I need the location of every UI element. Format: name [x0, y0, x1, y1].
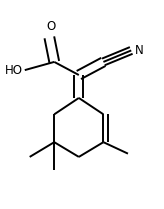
Text: N: N — [135, 44, 144, 57]
Text: O: O — [46, 20, 56, 33]
Text: HO: HO — [5, 64, 23, 77]
